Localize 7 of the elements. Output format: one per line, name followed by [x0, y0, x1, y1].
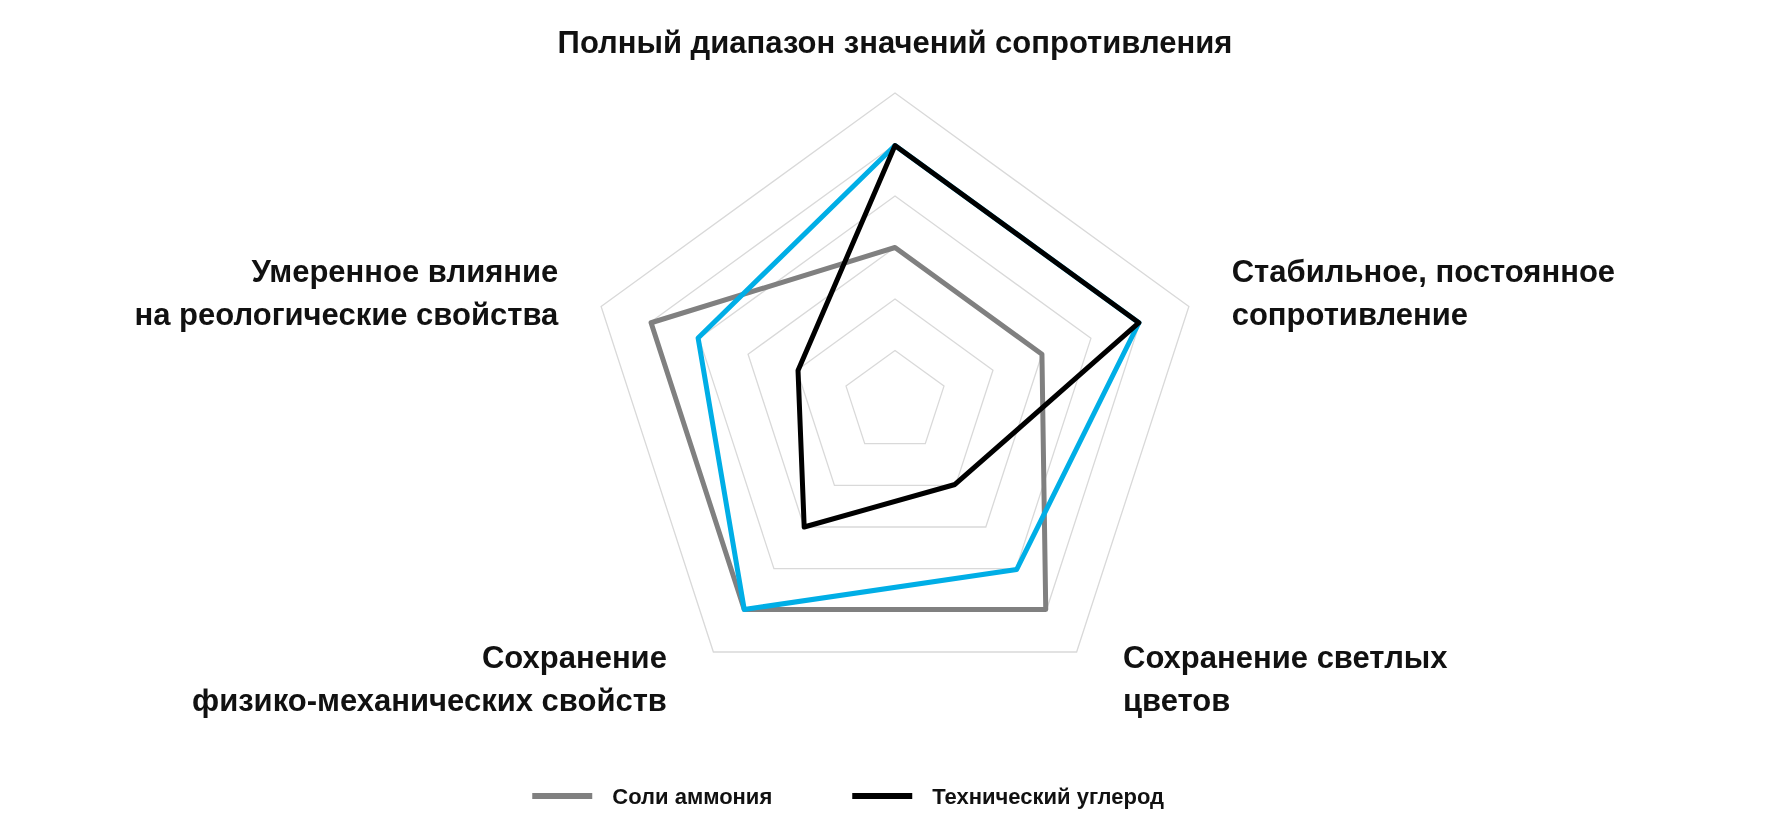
spoke-label: Сохранение светлых цветов	[1123, 639, 1449, 718]
legend-label: Соли аммония	[612, 784, 773, 809]
spoke-label: Полный диапазон значений сопротивления	[557, 25, 1233, 60]
spoke-label: Стабильное, постоянное сопротивление	[1231, 254, 1616, 333]
legend-label: Технический углерод	[932, 784, 1165, 809]
spoke-label: Умеренное влияние на реологические свойства	[134, 254, 560, 333]
spoke-label: Сохранение физико-механических свойств	[192, 639, 667, 718]
